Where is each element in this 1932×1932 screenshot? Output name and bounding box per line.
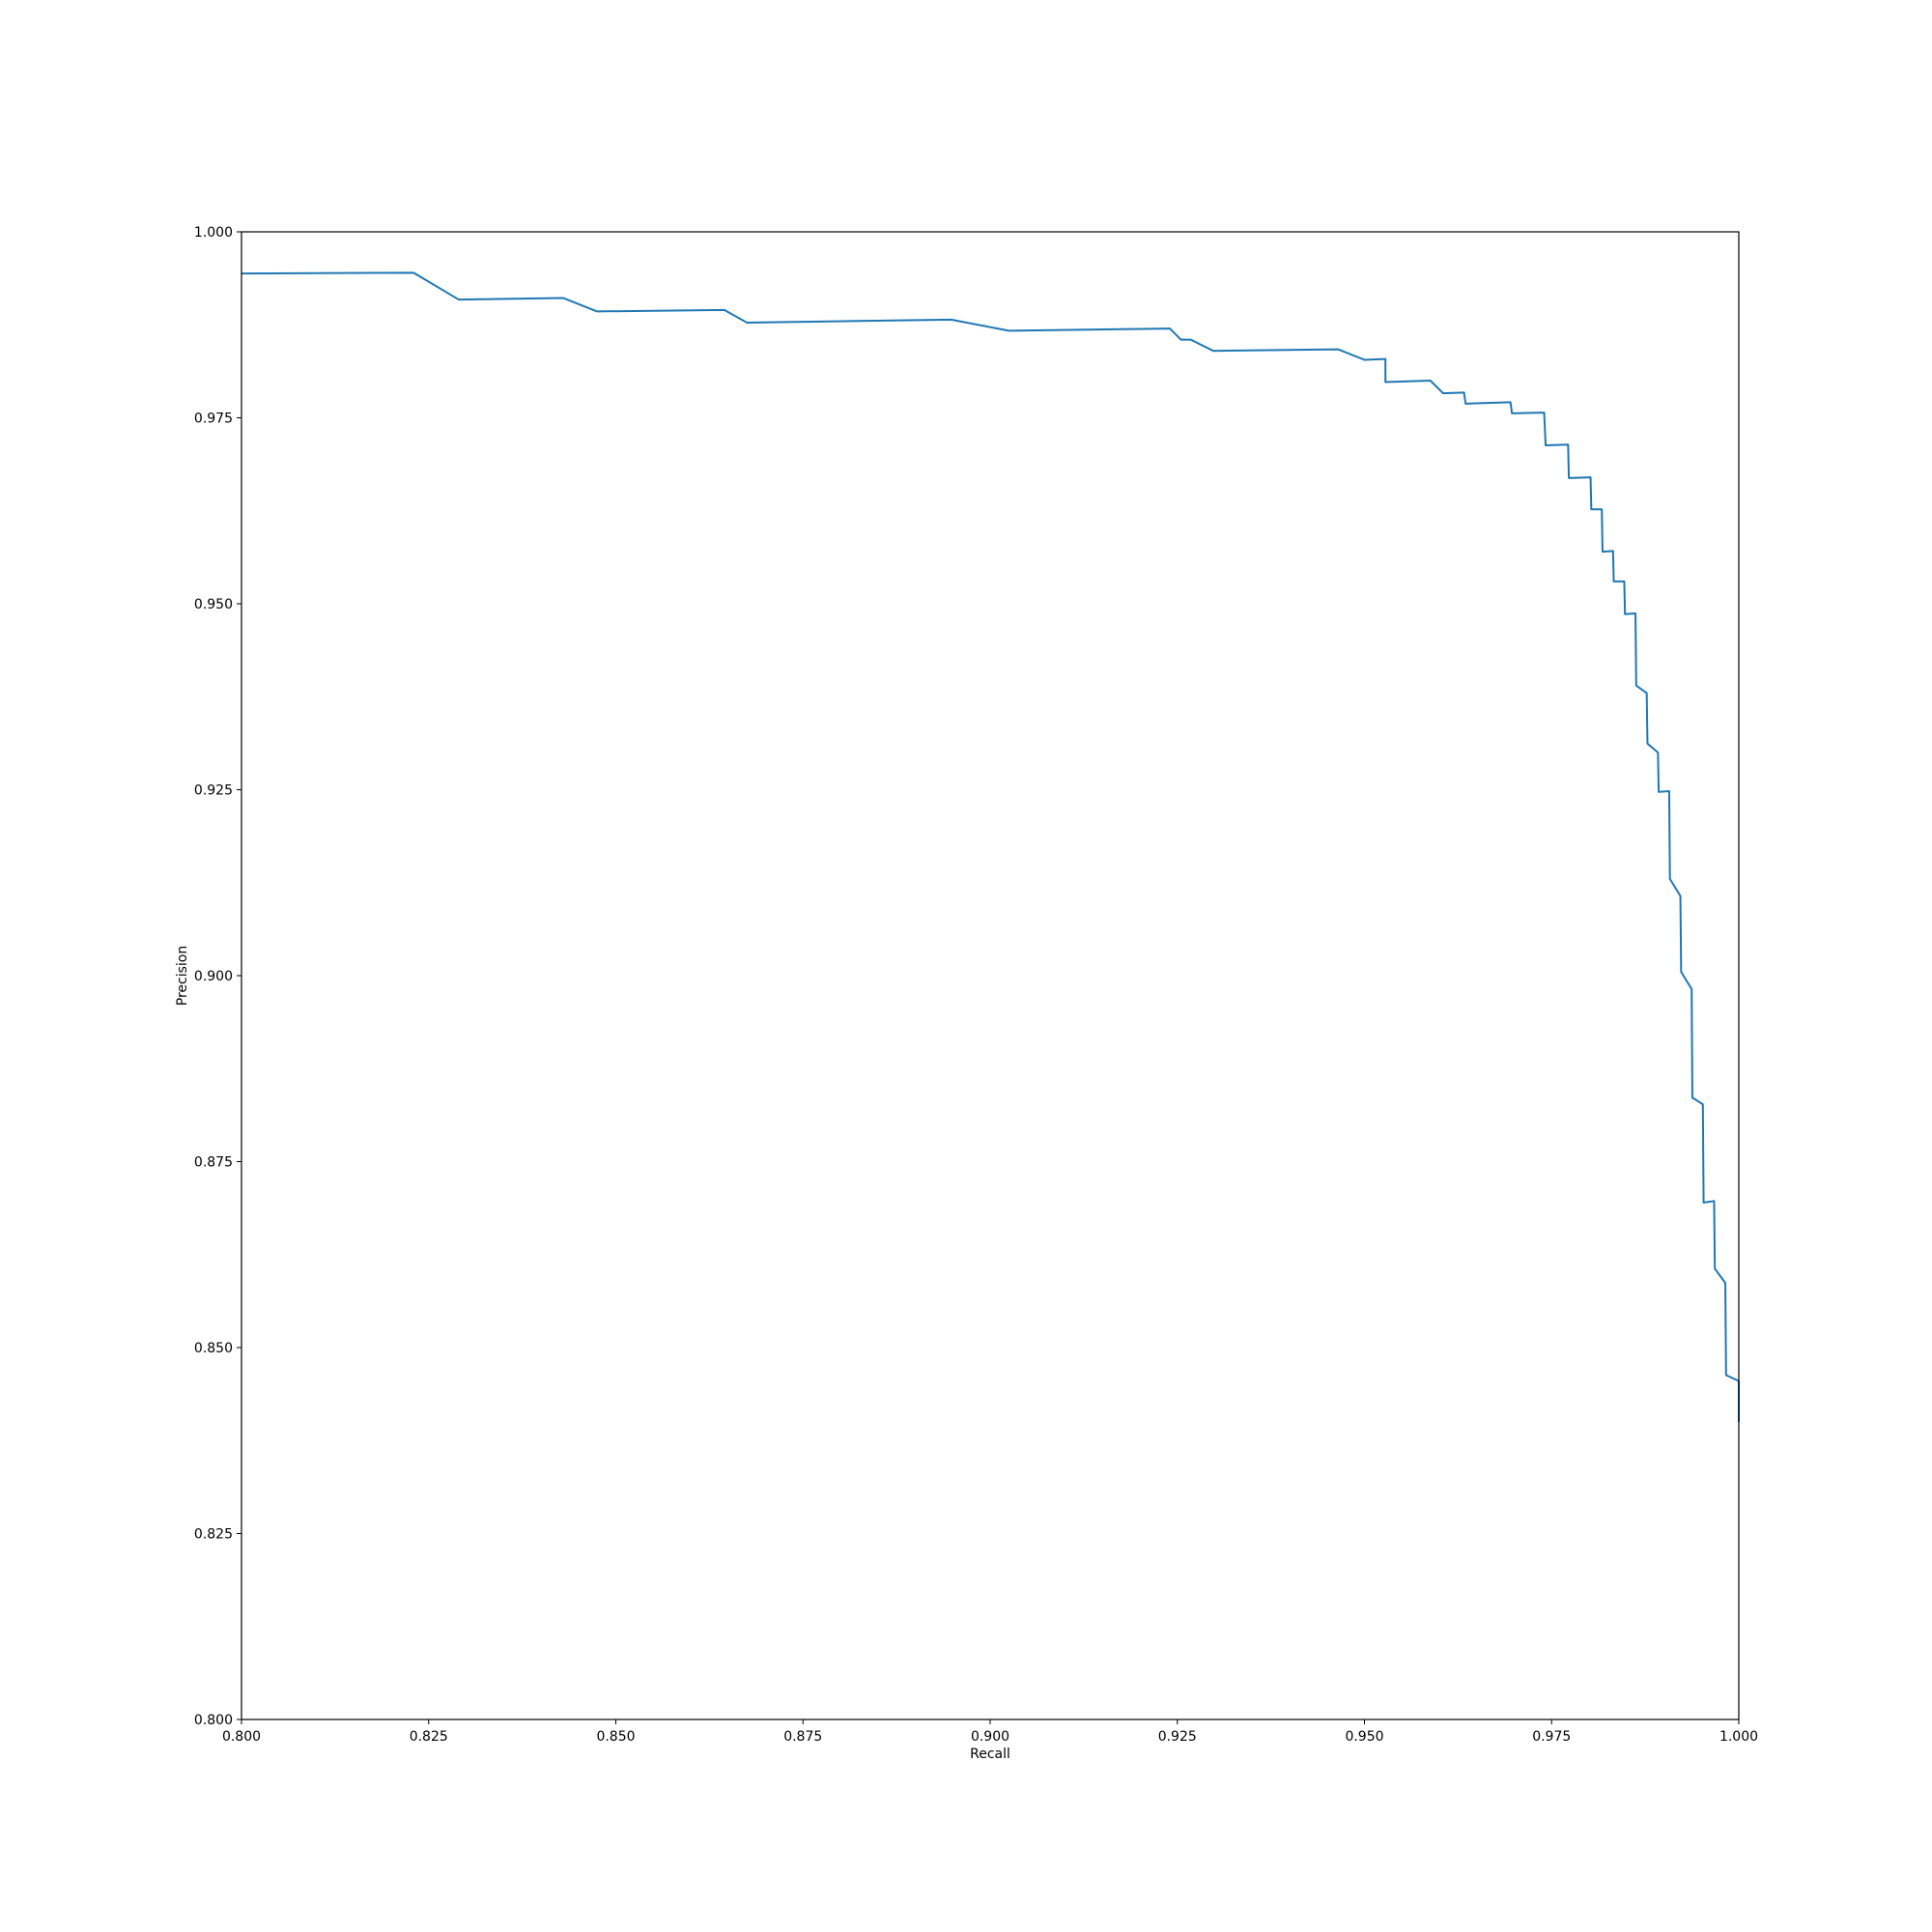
x-axis-ticks: 0.800 0.825 0.850 0.875 0.900 0.925 0.950 0.975…	[222, 1719, 1758, 1745]
x-tick-label: 0.975	[1532, 1729, 1571, 1745]
pr-curve-line	[241, 271, 1740, 1422]
x-tick-label: 1.000	[1719, 1729, 1758, 1745]
plot-area	[242, 232, 1739, 1719]
y-tick-label: 0.875	[194, 1155, 233, 1171]
x-tick-label: 0.825	[410, 1729, 448, 1745]
y-tick-label: 0.950	[194, 597, 233, 612]
y-tick-label: 0.825	[194, 1527, 233, 1543]
y-tick-label: 0.900	[194, 969, 233, 984]
y-axis-label: Precision	[175, 946, 190, 1006]
y-axis-ticks: 0.800 0.825 0.850 0.875 0.900 0.925 0.950 0.975…	[194, 225, 242, 1728]
y-tick-label: 0.800	[194, 1713, 233, 1728]
x-tick-label: 0.850	[596, 1729, 635, 1745]
y-tick-label: 1.000	[194, 225, 233, 241]
x-tick-label: 0.925	[1158, 1729, 1197, 1745]
x-tick-label: 0.950	[1345, 1729, 1383, 1745]
series-layer	[241, 271, 1740, 1422]
x-tick-label: 0.875	[783, 1729, 822, 1745]
x-axis-label: Recall	[970, 1747, 1010, 1762]
y-tick-label: 0.850	[194, 1341, 233, 1356]
x-tick-label: 0.900	[971, 1729, 1009, 1745]
y-tick-label: 0.975	[194, 412, 233, 427]
x-tick-label: 0.800	[222, 1729, 261, 1745]
y-tick-label: 0.925	[194, 783, 233, 799]
